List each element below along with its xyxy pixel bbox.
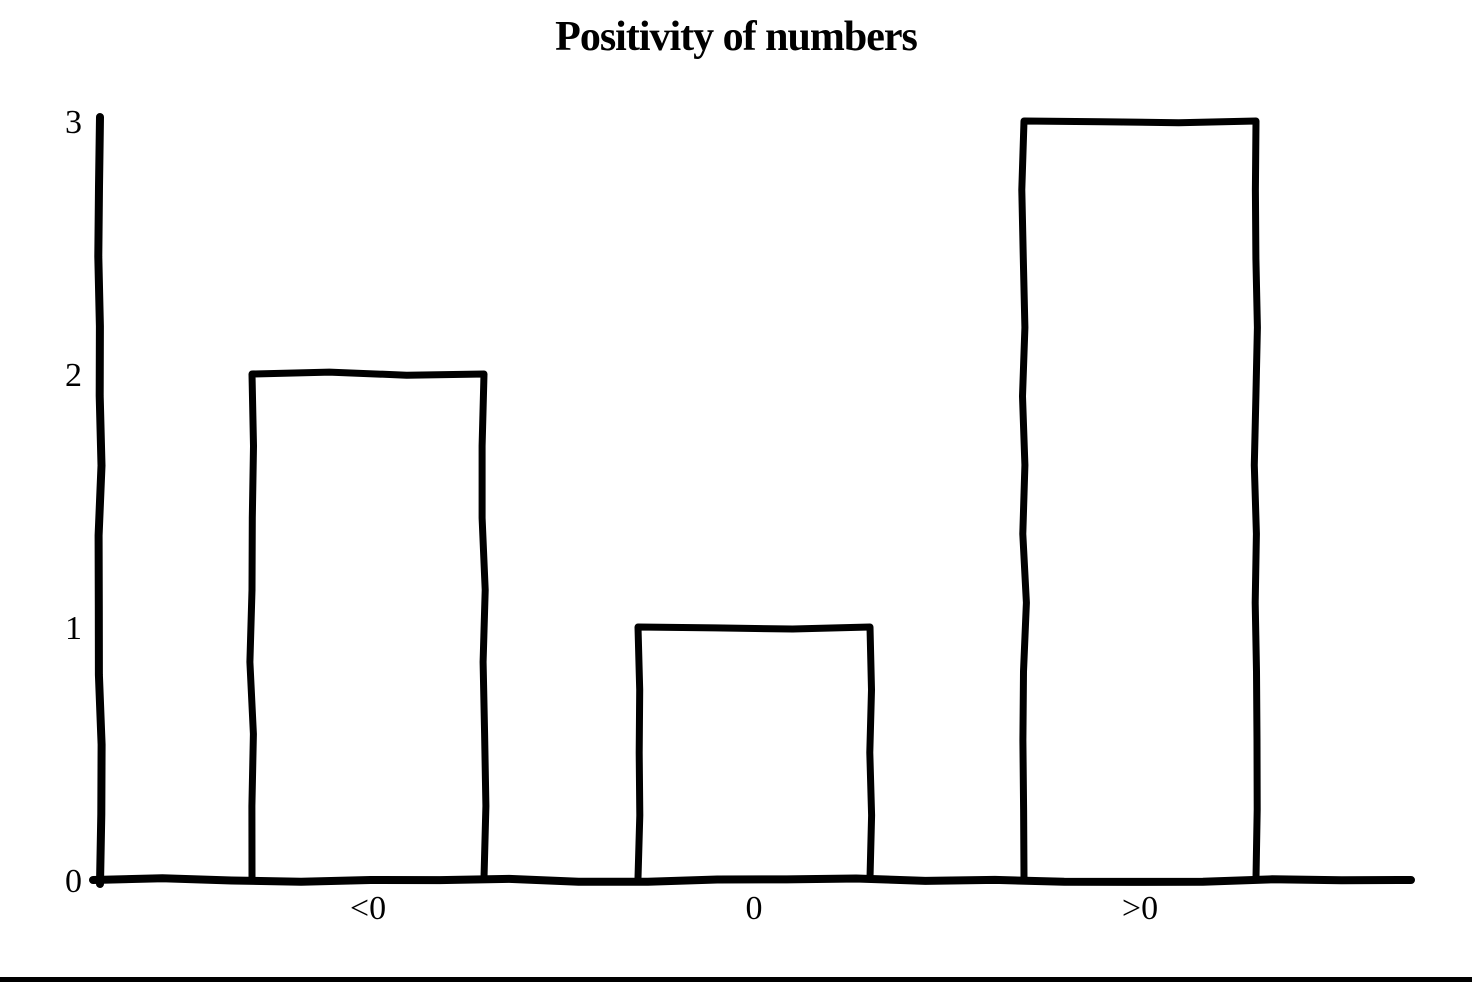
y-tick-label-1: 1 bbox=[65, 610, 82, 647]
y-tick-label-0: 0 bbox=[65, 863, 82, 900]
y-axis bbox=[94, 113, 106, 888]
chart-title: Positivity of numbers bbox=[555, 14, 918, 60]
x-category-label-0: <0 bbox=[350, 890, 386, 927]
x-axis bbox=[89, 874, 1415, 886]
x-category-label-2: >0 bbox=[1122, 890, 1158, 927]
bar->0 bbox=[1018, 117, 1261, 882]
x-category-label-1: 0 bbox=[746, 890, 763, 927]
bar-<0 bbox=[246, 368, 490, 882]
y-tick-label-2: 2 bbox=[65, 357, 82, 394]
bar-0 bbox=[634, 623, 876, 882]
page-bottom-border bbox=[0, 977, 1472, 982]
y-tick-label-3: 3 bbox=[65, 104, 82, 141]
